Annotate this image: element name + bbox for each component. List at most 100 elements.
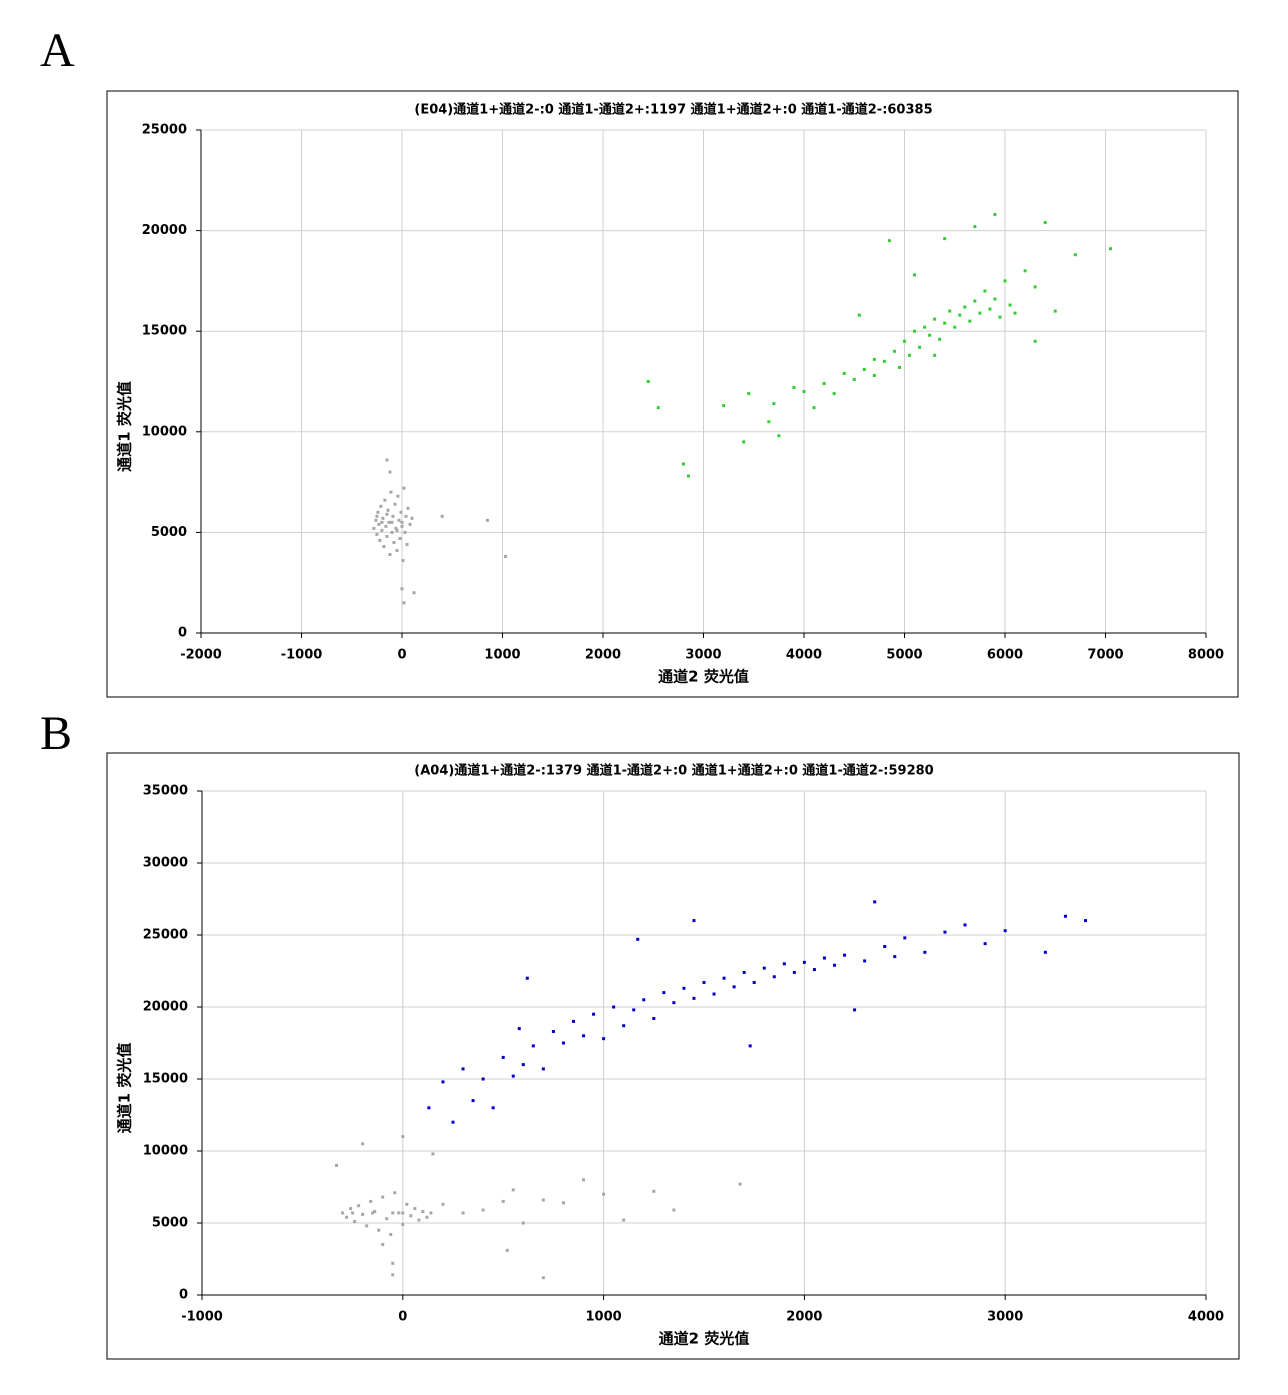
point — [393, 1191, 397, 1195]
point — [908, 353, 912, 357]
x-tick-label: 6000 — [987, 648, 1023, 663]
point — [782, 962, 786, 966]
point — [397, 1211, 401, 1215]
point — [383, 498, 387, 502]
point — [427, 1106, 431, 1110]
point — [792, 970, 796, 974]
point — [440, 514, 444, 518]
point — [903, 936, 907, 940]
point — [400, 587, 404, 591]
point — [541, 1198, 545, 1202]
point — [390, 520, 394, 524]
y-tick-label: 10000 — [143, 1144, 188, 1159]
frame — [106, 90, 1239, 698]
point — [395, 549, 399, 553]
point — [943, 237, 947, 241]
point — [963, 923, 967, 927]
point — [882, 359, 886, 363]
point — [481, 1208, 485, 1212]
point — [903, 339, 906, 343]
point — [381, 1243, 385, 1247]
point — [582, 1178, 586, 1182]
point — [1109, 247, 1113, 251]
point — [686, 474, 690, 478]
point — [802, 960, 806, 964]
point — [862, 367, 866, 371]
point — [913, 273, 917, 277]
point — [413, 1207, 417, 1211]
point — [425, 1215, 429, 1219]
point — [857, 313, 861, 317]
point — [525, 976, 529, 980]
point — [353, 1220, 357, 1224]
chart-title: (A04)通道1+通道2-:1379 通道1-通道2+:0 通道1+通道2+:0… — [414, 763, 933, 779]
point — [738, 1182, 742, 1186]
point — [409, 1214, 413, 1218]
point — [401, 1222, 405, 1226]
point — [582, 1034, 586, 1038]
point — [832, 392, 836, 396]
point — [993, 213, 997, 217]
point — [656, 406, 660, 410]
point — [993, 297, 997, 301]
point — [1063, 914, 1067, 918]
point — [636, 937, 640, 941]
point — [933, 353, 937, 357]
x-tick-label: 0 — [398, 1310, 407, 1325]
point — [400, 524, 404, 528]
point — [376, 510, 380, 514]
y-tick-label: 5000 — [152, 1216, 188, 1231]
point — [412, 591, 416, 595]
point — [388, 553, 392, 557]
y-axis-label: 通道1 荧光值 — [116, 381, 134, 472]
point — [897, 365, 901, 369]
point — [953, 325, 957, 329]
point — [389, 1233, 393, 1237]
point — [504, 555, 508, 559]
point — [421, 1209, 425, 1213]
point — [372, 526, 376, 530]
point — [481, 1077, 485, 1081]
point — [602, 1037, 606, 1041]
point — [361, 1212, 365, 1216]
point — [374, 518, 378, 522]
point — [404, 514, 408, 518]
point — [892, 349, 896, 353]
point — [748, 1044, 752, 1048]
point — [441, 1202, 445, 1206]
point — [852, 377, 856, 381]
point — [521, 1063, 525, 1067]
point — [681, 462, 685, 466]
point — [833, 963, 837, 967]
point — [405, 542, 409, 546]
point — [531, 1044, 535, 1048]
point — [702, 981, 706, 985]
x-tick-label: 5000 — [886, 648, 922, 663]
point — [405, 1202, 409, 1206]
point — [451, 1120, 455, 1124]
point — [388, 470, 392, 474]
x-tick-label: 4000 — [786, 648, 822, 663]
point — [822, 382, 826, 386]
y-tick-label: 20000 — [142, 223, 187, 238]
point — [642, 998, 646, 1002]
point — [632, 1008, 636, 1012]
point — [948, 309, 952, 313]
point — [1008, 303, 1012, 307]
point — [391, 1211, 395, 1215]
point — [561, 1041, 565, 1045]
x-tick-label: -1000 — [181, 1310, 223, 1325]
point — [998, 315, 1002, 319]
point — [385, 534, 389, 538]
point — [394, 526, 398, 530]
x-tick-label: 4000 — [1188, 1310, 1224, 1325]
x-tick-label: 1000 — [586, 1310, 622, 1325]
frame — [106, 752, 1240, 1360]
point — [1043, 221, 1047, 225]
x-tick-label: 0 — [397, 648, 406, 663]
chart-title: (E04)通道1+通道2-:0 通道1-通道2+:1197 通道1+通道2+:0… — [414, 102, 932, 118]
point — [973, 299, 977, 303]
y-tick-label: 15000 — [143, 1072, 188, 1087]
point — [361, 1142, 365, 1146]
point — [521, 1221, 525, 1225]
